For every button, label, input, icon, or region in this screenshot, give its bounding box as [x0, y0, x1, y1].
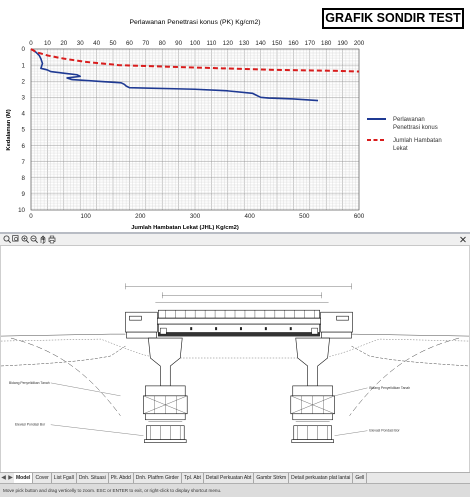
annotation-leaders: [50, 382, 368, 436]
print-icon[interactable]: [48, 235, 56, 244]
top-tick-label: 200: [354, 40, 365, 47]
panel-divider: [0, 232, 470, 234]
annotation-left-1: Bidang Penyelidikan Tanah: [9, 381, 50, 385]
top-tick-label: 160: [288, 40, 299, 47]
y-tick-label: 1: [22, 62, 26, 69]
y-tick-label: 9: [22, 191, 26, 198]
top-tick-label: 120: [223, 40, 234, 47]
pile-hatching: [146, 419, 332, 422]
bottom-tick-label: 300: [190, 213, 201, 220]
legend-label-jhl-1: Jumlah Hambatan: [393, 138, 442, 144]
abutment-right: [320, 311, 353, 339]
chart-grid: [30, 48, 360, 211]
command-status-bar: Move pick button and drag verticelly to …: [0, 483, 470, 497]
top-tick-label: 110: [206, 40, 216, 47]
top-tick-label: 50: [110, 40, 117, 47]
bottom-tick-label: 600: [354, 213, 365, 220]
top-axis-title: Perlawanan Penettrasi konus (PK) Kg/cm2): [129, 19, 260, 26]
layout-tab[interactable]: Plt. Abdd: [109, 473, 134, 483]
pan-icon[interactable]: [39, 235, 47, 244]
y-tick-label: 3: [22, 95, 26, 102]
cad-toolbar: [0, 234, 470, 246]
bottom-tick-label: 0: [29, 213, 33, 220]
legend-label-jhl-2: Lekat: [393, 146, 408, 152]
tab-scroll-right-icon[interactable]: ▶: [8, 475, 13, 481]
grafik-title-box: GRAFIK SONDIR TEST: [322, 8, 464, 29]
layout-tab[interactable]: Tpl. Abt: [182, 473, 204, 483]
legend-label-pk-1: Perlawanan: [393, 117, 425, 123]
top-tick-label: 140: [255, 40, 266, 47]
zoom-in-icon[interactable]: [21, 235, 29, 244]
y-tick-label: 7: [22, 159, 26, 166]
y-axis-title: Kedalaman (M): [6, 109, 12, 150]
y-tick-label: 4: [22, 111, 26, 118]
chart-series: [30, 48, 360, 102]
layout-tab-bar: ◀ ▶ Model Cover List Fgall Dnh. Situasi Plt. A…: [0, 472, 470, 483]
top-tick-label: 30: [77, 40, 84, 47]
top-tick-label: 10: [44, 40, 51, 47]
bottom-tick-label: 100: [81, 213, 92, 220]
top-tick-label: 60: [126, 40, 133, 47]
annotation-left-2: Elevasi Pondasi Bor: [15, 423, 46, 427]
y-tick-label: 0: [22, 46, 26, 53]
abutment-left: [125, 311, 158, 339]
bridge-deck: [155, 309, 323, 337]
top-tick-label: 150: [272, 40, 283, 47]
sondir-chart-panel: 0 10 20 30 40 50 60 70 80 90 100 110 120 130 140 150 160…: [0, 0, 470, 232]
zoom-out-icon[interactable]: [30, 235, 38, 244]
zoom-window-icon[interactable]: [12, 235, 20, 244]
bottom-axis-title: Jumlah Hambatan Lekat (JHL) Kg/cm2): [131, 225, 239, 231]
top-tick-label: 170: [305, 40, 316, 47]
layout-tab[interactable]: Gell: [353, 473, 368, 483]
sondir-chart: 0 10 20 30 40 50 60 70 80 90 100 110 120 130 140 150 160…: [6, 19, 442, 231]
cad-annotations: Bidang Penyelidikan Tanah Elevasi Pondas…: [9, 381, 410, 433]
pier-left: [143, 337, 188, 443]
ground-lines: [1, 333, 469, 416]
top-tick-label: 90: [175, 40, 182, 47]
bottom-tick-label: 200: [135, 213, 146, 220]
top-tick-label: 100: [190, 40, 201, 47]
bottom-tick-label: 400: [245, 213, 256, 220]
layout-tab[interactable]: Cover: [33, 473, 52, 483]
top-tick-label: 20: [60, 40, 67, 47]
top-tick-label: 0: [29, 40, 33, 47]
top-tick-label: 80: [159, 40, 166, 47]
top-tick-label: 70: [142, 40, 149, 47]
layout-tab[interactable]: List Fgall: [52, 473, 77, 483]
layout-tab[interactable]: Model: [14, 473, 34, 483]
zoom-realtime-icon[interactable]: [3, 235, 11, 244]
tab-scroll-left-icon[interactable]: ◀: [1, 475, 6, 481]
layout-tab[interactable]: Dnh. Platfrm Girder: [134, 473, 182, 483]
series-line-jhl: [30, 48, 360, 73]
layout-tab[interactable]: Detail Perkuatan Abt: [204, 473, 255, 483]
close-panel-icon[interactable]: [459, 235, 467, 244]
series-line-pk: [30, 48, 319, 102]
cad-viewer-panel: Bidang Penyelidikan Tanah Elevasi Pondas…: [0, 234, 470, 497]
top-tick-label: 190: [337, 40, 348, 47]
legend-label-pk-2: Penettrasi konus: [393, 125, 438, 131]
pier-right: [290, 337, 335, 443]
bottom-tick-label: 500: [299, 213, 310, 220]
top-tick-label: 40: [93, 40, 100, 47]
chart-axes: 0 10 20 30 40 50 60 70 80 90 100 110 120 130 140 150 160…: [18, 40, 365, 220]
y-tick-label: 10: [18, 207, 25, 214]
y-tick-label: 5: [22, 127, 26, 134]
annotation-right-2: Elevasi Pondasi Bor: [369, 429, 400, 433]
chart-legend: Perlawanan Penettrasi konus Jumlah Hamba…: [367, 117, 442, 152]
top-tick-label: 130: [239, 40, 250, 47]
layout-tab[interactable]: Gambr Strkm: [254, 473, 290, 483]
y-tick-label: 8: [22, 175, 26, 182]
top-tick-label: 180: [321, 40, 332, 47]
dimension-lines: [125, 283, 352, 303]
layout-tab[interactable]: Detail perkuatan plat lantai: [289, 473, 354, 483]
y-tick-label: 6: [22, 143, 26, 150]
cad-drawing-canvas[interactable]: Bidang Penyelidikan Tanah Elevasi Pondas…: [0, 246, 470, 472]
layout-tab[interactable]: Dnh. Situasi: [77, 473, 109, 483]
y-tick-label: 2: [22, 78, 26, 85]
annotation-right-1: Bidang Penyelidikan Tanah: [369, 386, 410, 390]
plot-frame: [30, 48, 360, 211]
